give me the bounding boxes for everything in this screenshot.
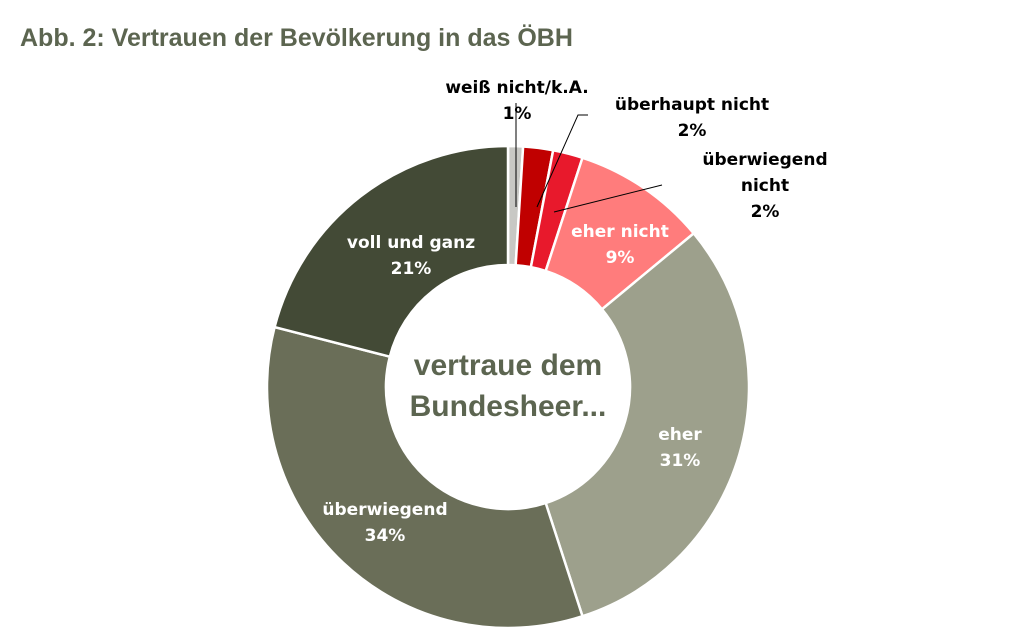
slice-value-eher: 31% [660, 451, 701, 471]
slice-value-ueberwiegend-nicht: 2% [751, 202, 780, 222]
slice-label-eher: eher [658, 425, 702, 445]
slice-value-ueberhaupt-nicht: 2% [678, 121, 707, 141]
center-text-line-1: vertraue dem [414, 349, 602, 382]
slice-ueberwiegend [265, 325, 585, 630]
slice-value-ueberwiegend: 34% [365, 526, 406, 546]
slice-label-weiss-nicht-k-a: weiß nicht/k.A. [445, 78, 588, 98]
slice-voll-und-ganz [273, 144, 510, 359]
slices-group [265, 144, 751, 630]
center-text-line-2: Bundesheer... [410, 390, 607, 423]
leader-lines-group [515, 103, 663, 213]
chart-title: Abb. 2: Vertrauen der Bevölkerung in das… [20, 24, 573, 52]
slice-label-ueberhaupt-nicht: überhaupt nicht [615, 95, 769, 115]
leader-line-ueberwiegend-nicht [553, 184, 663, 213]
slice-label-ueberwiegend-nicht: überwiegend [702, 150, 827, 170]
slice-label-voll-und-ganz: voll und ganz [347, 233, 475, 253]
slice-eher [544, 231, 751, 618]
slice-label-ueberwiegend: überwiegend [322, 500, 447, 520]
slice-value-weiss-nicht-k-a: 1% [503, 104, 532, 124]
slice-value-voll-und-ganz: 21% [391, 259, 432, 279]
slice-label-eher-nicht: eher nicht [571, 222, 669, 242]
leader-line-ueberhaupt-nicht [536, 114, 588, 208]
slice-label-ueberwiegend-nicht: nicht [741, 176, 789, 196]
slice-value-eher-nicht: 9% [606, 248, 635, 268]
slice-labels-group: weiß nicht/k.A. 1% überhaupt nicht 2% überwi… [322, 78, 827, 546]
